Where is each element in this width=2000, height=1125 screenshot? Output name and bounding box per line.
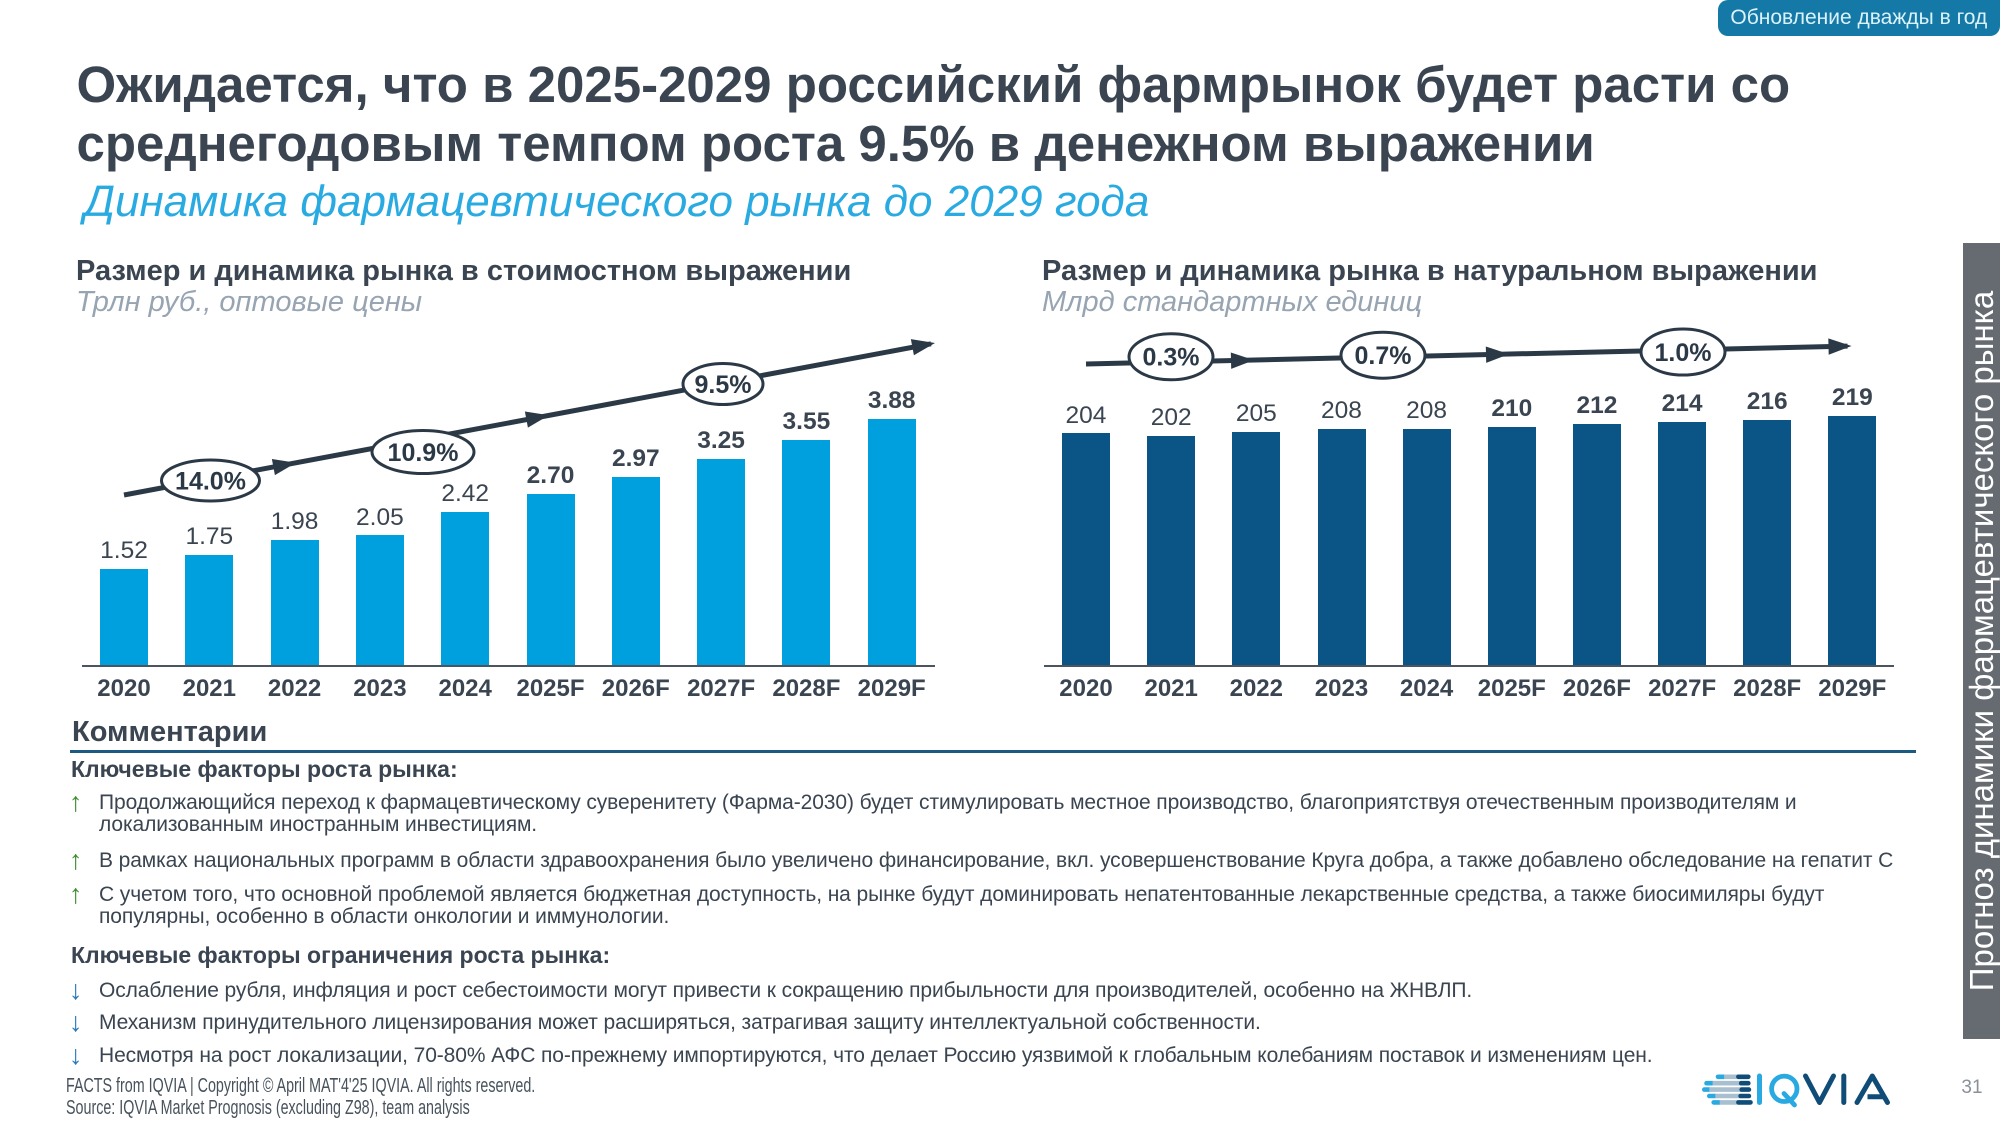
svg-text:0.7%: 0.7% xyxy=(1355,342,1412,370)
svg-text:9.5%: 9.5% xyxy=(695,371,752,399)
svg-text:1.0%: 1.0% xyxy=(1655,339,1712,367)
svg-text:10.9%: 10.9% xyxy=(388,439,459,467)
svg-text:14.0%: 14.0% xyxy=(175,467,246,495)
svg-text:0.3%: 0.3% xyxy=(1143,344,1200,372)
